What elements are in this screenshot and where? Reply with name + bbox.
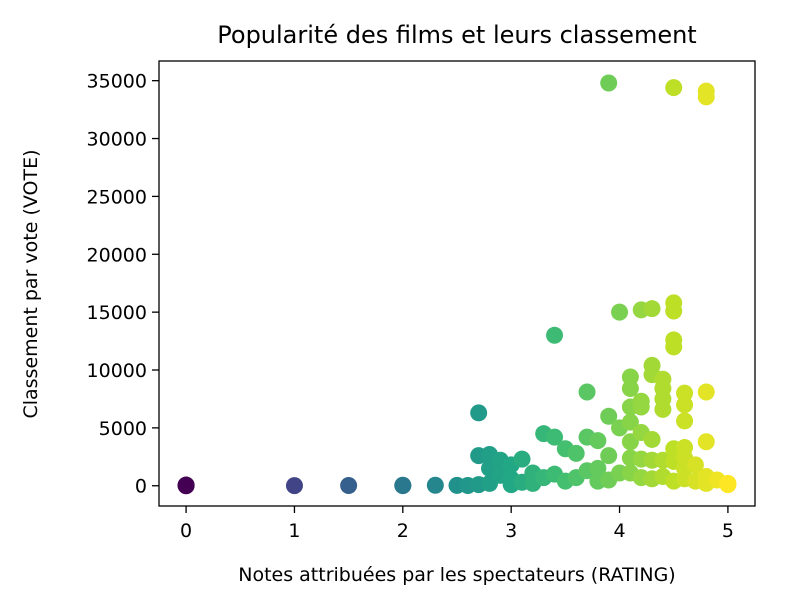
data-point [643,300,661,318]
data-points [177,74,737,495]
y-axis-ticks: 0 5000 10000 15000 20000 25000 30000 35000 [87,71,159,498]
data-point [611,303,629,321]
data-point [697,383,715,401]
x-axis-ticks: 0 1 2 3 4 5 [180,506,734,542]
y-tick-label: 5000 [99,418,147,440]
data-point [676,412,694,430]
data-point [600,407,618,425]
x-axis-label: Notes attribuées par les spectateurs (RA… [238,564,675,586]
data-point [697,88,715,106]
data-point [589,459,607,477]
data-point [632,398,650,416]
x-tick-label: 1 [288,520,300,542]
data-point [686,456,704,474]
data-point [654,400,672,418]
plot-frame [158,60,756,507]
data-point [340,477,358,495]
data-point [697,433,715,451]
x-tick-label: 3 [505,520,517,542]
x-tick-label: 4 [613,520,625,542]
y-tick-label: 30000 [87,129,147,151]
y-tick-label: 10000 [87,360,147,382]
x-tick-label: 5 [722,520,734,542]
chart-title: Popularité des films et leurs classement [217,21,696,49]
data-point [513,450,531,468]
data-point [719,476,737,494]
data-point [426,476,444,494]
y-tick-label: 20000 [87,244,147,266]
data-point [285,477,303,495]
data-point [470,404,488,422]
data-point [567,444,585,462]
data-point [394,476,412,494]
y-axis-label: Classement par vote (VOTE) [20,149,42,418]
y-tick-label: 35000 [87,71,147,93]
data-point [643,430,661,448]
data-point [665,79,683,97]
x-tick-label: 0 [180,520,192,542]
data-point [665,302,683,320]
data-point [676,396,694,414]
data-point [621,380,639,398]
y-tick-label: 15000 [87,302,147,324]
data-point [177,476,195,494]
data-point [665,338,683,356]
data-point [589,432,607,450]
y-tick-label: 25000 [87,186,147,208]
y-tick-label: 0 [135,476,147,498]
data-point [546,428,564,446]
data-point [600,74,618,92]
data-point [600,447,618,465]
data-point [621,413,639,431]
data-point [546,326,564,344]
x-tick-label: 2 [397,520,409,542]
data-point [578,383,596,401]
